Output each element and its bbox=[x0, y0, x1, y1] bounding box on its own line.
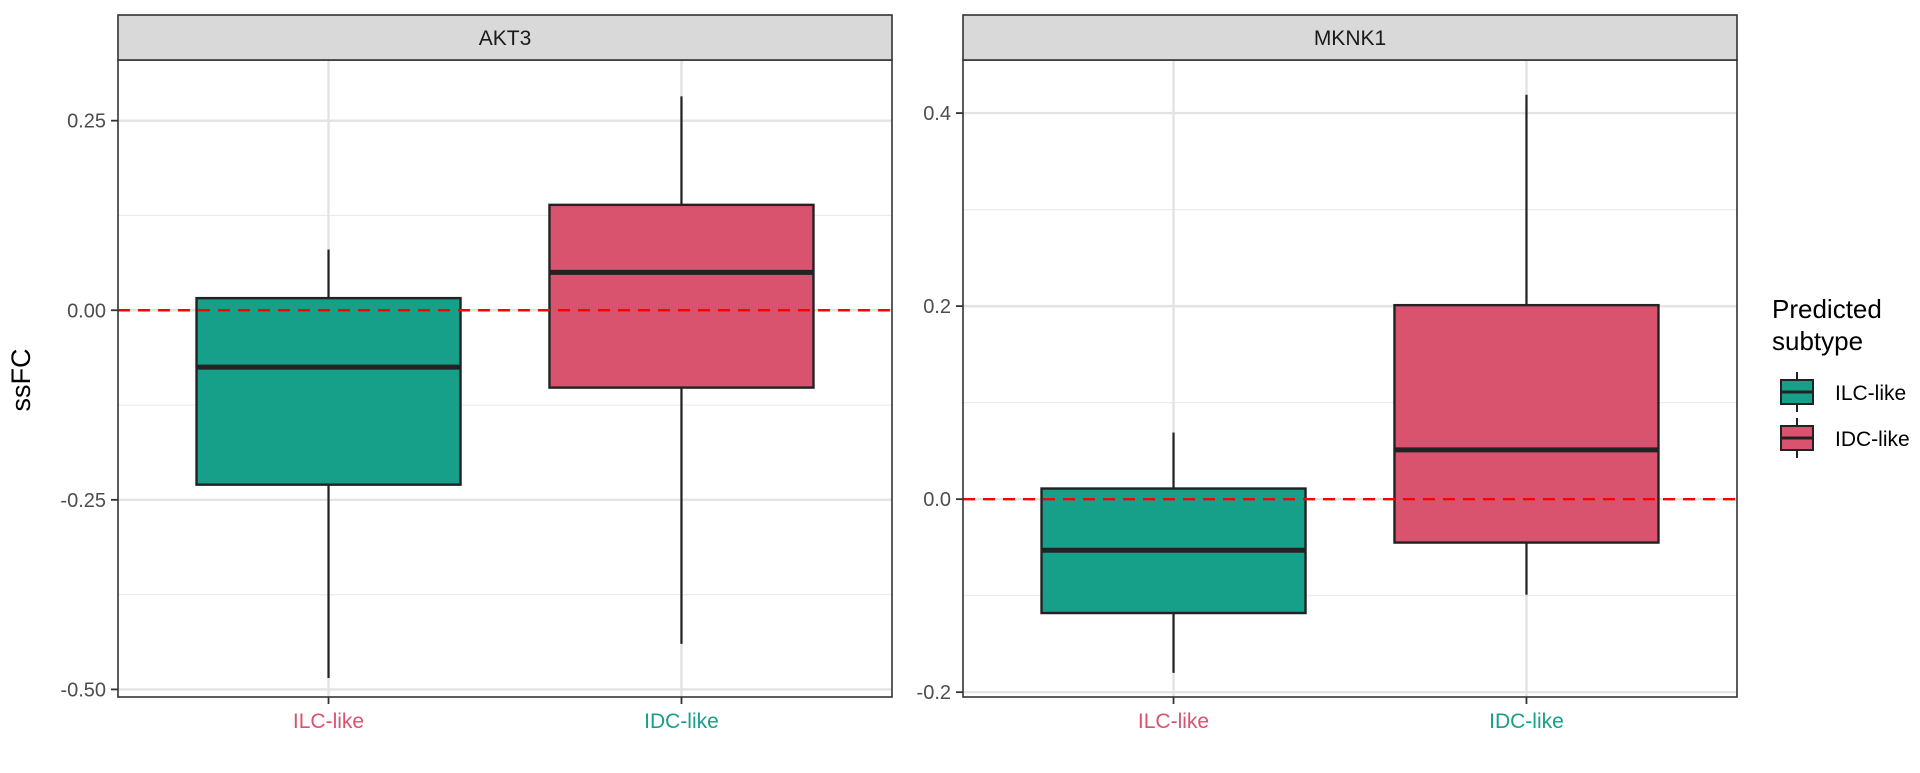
box-idc-like bbox=[548, 96, 815, 644]
legend-entry-ilc-like: ILC-like bbox=[1780, 372, 1906, 412]
facet-title: AKT3 bbox=[479, 27, 532, 50]
y-tick-label: 0.25 bbox=[67, 111, 106, 133]
box-body bbox=[548, 203, 815, 389]
y-tick-label: 0.2 bbox=[923, 296, 951, 318]
y-tick-label: -0.2 bbox=[917, 682, 951, 704]
y-tick-label: -0.50 bbox=[60, 679, 106, 701]
facet-strip bbox=[117, 14, 893, 61]
legend-entry-label: ILC-like bbox=[1835, 382, 1906, 405]
x-tick-label: ILC-like bbox=[293, 710, 364, 733]
x-tick-label: IDC-like bbox=[644, 710, 719, 733]
box-ilc-like bbox=[195, 249, 462, 679]
facet-strip bbox=[962, 14, 1738, 61]
box-body bbox=[195, 296, 462, 486]
legend-title-line: Predicted bbox=[1772, 294, 1882, 324]
y-tick-label: 0.00 bbox=[67, 300, 106, 322]
box-body bbox=[1393, 303, 1660, 544]
x-tick-label: IDC-like bbox=[1489, 710, 1564, 733]
y-tick-label: -0.25 bbox=[60, 490, 106, 512]
legend-entry-label: IDC-like bbox=[1835, 428, 1910, 451]
legend-entry-idc-like: IDC-like bbox=[1780, 418, 1910, 458]
y-tick-label: 0.0 bbox=[923, 489, 951, 511]
legend-title-line: subtype bbox=[1772, 326, 1863, 356]
y-axis-title: ssFC bbox=[6, 349, 36, 412]
facet-panel-akt3: AKT3 0.25 0.00 -0.25 -0.50 ILC-like IDC-like bbox=[60, 14, 893, 733]
y-tick-label: 0.4 bbox=[923, 103, 951, 125]
box-ilc-like bbox=[1040, 432, 1307, 673]
facet-panel-mknk1: MKNK1 0.4 0.2 0.0 -0.2 ILC-like IDC-like bbox=[917, 14, 1738, 733]
facet-title: MKNK1 bbox=[1314, 27, 1386, 50]
x-tick-label: ILC-like bbox=[1138, 710, 1209, 733]
box-idc-like bbox=[1393, 94, 1660, 595]
